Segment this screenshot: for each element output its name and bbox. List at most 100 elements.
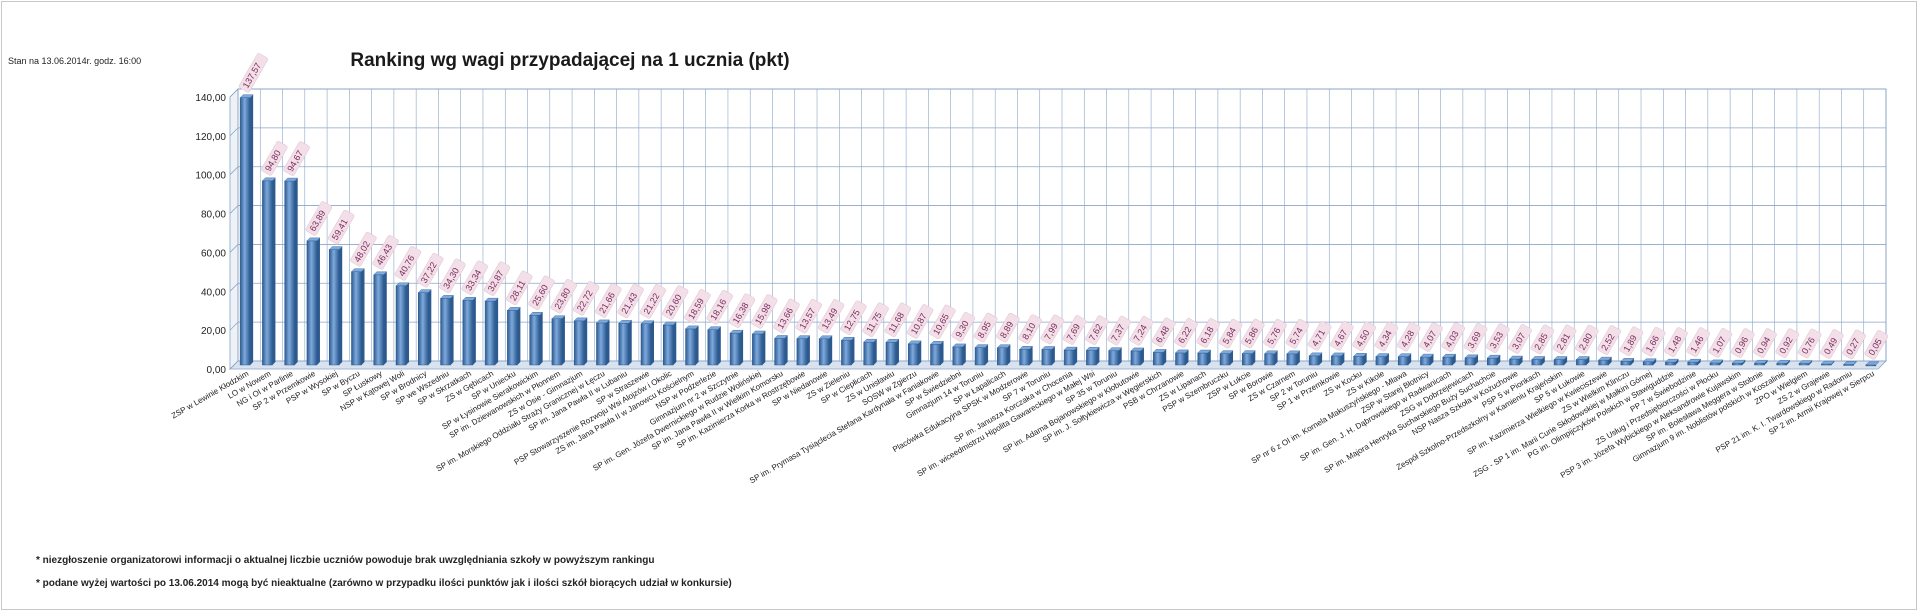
bar-side [985, 344, 989, 365]
bar-side [561, 315, 565, 365]
bar [796, 338, 808, 366]
bar [1642, 361, 1654, 366]
bar [685, 328, 696, 366]
gridline-h-side [229, 166, 239, 175]
gridline-h-side [229, 88, 239, 98]
value-label-bg [1018, 314, 1042, 345]
value-label-bg [394, 246, 422, 281]
bar [1731, 362, 1743, 366]
gridline-h-side [229, 360, 239, 370]
bar [1197, 352, 1209, 366]
bar-side [651, 320, 655, 365]
bar-side [851, 337, 855, 365]
bar-side [1853, 361, 1857, 365]
gridline-h-side [229, 244, 239, 253]
bar [1487, 357, 1498, 366]
bar-side [1653, 358, 1657, 365]
bar [1531, 359, 1543, 366]
bar-side [784, 335, 788, 365]
bar-side [1319, 352, 1323, 365]
bar [1553, 359, 1565, 366]
value-label-bg [1552, 324, 1577, 355]
bar-side [1207, 349, 1211, 365]
value-label-bg [1597, 325, 1621, 355]
bar [440, 298, 451, 366]
value-label-bg [1307, 320, 1332, 351]
bar-side [1341, 352, 1345, 365]
gridline-h-side [229, 127, 239, 137]
bar-side [762, 330, 766, 365]
value-label-bg [1396, 321, 1421, 352]
value-label-bg [305, 201, 333, 236]
bar-side [1230, 350, 1234, 365]
value-label-bg [572, 281, 600, 316]
bar [1464, 357, 1476, 366]
bar [663, 324, 674, 366]
chart-title: Ranking wg wagi przypadającej na 1 uczni… [350, 50, 790, 71]
bar [1665, 361, 1676, 366]
gridline-h-side [229, 205, 239, 214]
value-label-bg [773, 298, 800, 334]
bar-side [495, 298, 499, 365]
bar-side [539, 312, 543, 365]
bar-side [316, 237, 320, 365]
plot-floor [229, 360, 1887, 370]
value-label-bg [1686, 327, 1711, 357]
value-label-bg [996, 312, 1020, 343]
bar-side [1163, 349, 1167, 365]
value-label-bg [1842, 329, 1866, 360]
bar-side [1519, 356, 1523, 365]
bar-side [1140, 347, 1144, 365]
bar [1576, 359, 1587, 366]
bar [1509, 358, 1520, 366]
bar [1754, 362, 1765, 366]
bar-side [1074, 347, 1078, 365]
bar [1709, 362, 1721, 366]
value-label-bg [1352, 321, 1376, 352]
bar-side [1809, 360, 1813, 365]
bar [262, 180, 273, 366]
bar-side [1764, 360, 1768, 365]
bar-side [1252, 350, 1256, 365]
value-label-bg [1619, 326, 1644, 357]
bar [1063, 349, 1075, 366]
bar-side [1697, 359, 1701, 365]
bar [306, 240, 318, 366]
bar [373, 274, 385, 366]
bar-side [339, 246, 343, 365]
bar [1687, 361, 1698, 366]
bar [885, 342, 897, 366]
value-label-bg [283, 141, 310, 176]
value-label-bg [1218, 318, 1243, 349]
value-label-bg [1575, 324, 1599, 355]
value-label-bg [973, 312, 998, 343]
value-label-bg [1330, 321, 1354, 351]
plot-side-wall [229, 88, 239, 370]
bar-side [1564, 356, 1568, 365]
footnote-1: * niezgłoszenie organizatorowi informacj… [36, 555, 655, 566]
bar-side [450, 295, 454, 365]
bar-side [1719, 359, 1723, 365]
bar [907, 343, 919, 366]
value-label-bg [1196, 318, 1221, 348]
bar-side [628, 320, 632, 365]
value-label-bg [639, 284, 667, 319]
bar-side [1786, 360, 1790, 365]
value-label-bg [684, 289, 711, 324]
value-label-bg [1263, 318, 1287, 349]
value-label-bg [661, 285, 689, 320]
value-label-bg [617, 283, 644, 319]
value-label-bg [1285, 318, 1310, 349]
bar-side [1096, 347, 1100, 365]
bar-side [806, 335, 810, 365]
value-label-bg [1508, 324, 1532, 354]
bar [1286, 353, 1298, 366]
y-tick-label: 0,00 [207, 365, 227, 376]
bar [707, 329, 719, 366]
bar [640, 323, 652, 366]
bar-side [873, 339, 877, 365]
bar-side [1274, 350, 1278, 365]
bar [1041, 349, 1053, 366]
